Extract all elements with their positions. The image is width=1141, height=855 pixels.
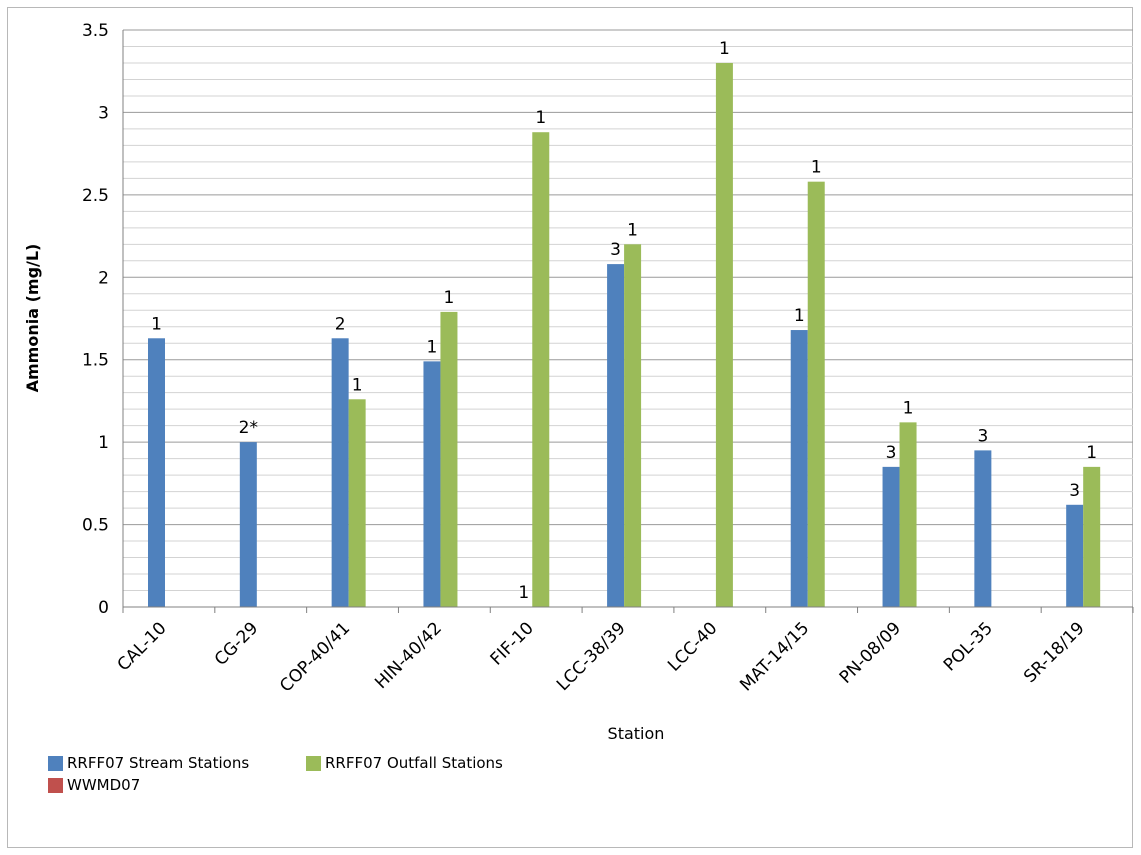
data-label: 3 xyxy=(886,443,897,463)
data-label: 1 xyxy=(1086,443,1097,463)
bar xyxy=(790,330,808,607)
legend: RRFF07 Stream Stations RRFF07 Outfall St… xyxy=(48,754,608,796)
x-tick-label: POL-35 xyxy=(940,618,997,675)
x-tick-label: CAL-10 xyxy=(114,618,171,675)
x-tick-label: HIN-40/42 xyxy=(371,618,446,693)
x-tick-label: SR-18/19 xyxy=(1020,618,1089,687)
data-label: 1 xyxy=(627,220,638,240)
bar xyxy=(1066,504,1084,607)
chart-frame xyxy=(7,7,1133,848)
legend-swatch-outfall xyxy=(306,755,321,771)
x-tick-label: FIF-10 xyxy=(487,618,538,669)
data-label: 1 xyxy=(811,158,822,178)
legend-item-outfall: RRFF07 Outfall Stations xyxy=(306,754,503,772)
bar xyxy=(348,399,366,607)
x-tick-label: MAT-14/15 xyxy=(736,618,813,695)
y-tick-label: 3.5 xyxy=(82,21,109,41)
y-tick-label: 3 xyxy=(98,103,109,123)
bar xyxy=(239,442,257,607)
bar xyxy=(624,244,642,608)
x-tick-label: COP-40/41 xyxy=(276,618,354,696)
y-tick-label: 1 xyxy=(98,433,109,453)
legend-swatch-stream xyxy=(48,755,63,771)
data-label: 1 xyxy=(719,39,730,59)
data-label: 3 xyxy=(977,426,988,446)
legend-label-outfall: RRFF07 Outfall Stations xyxy=(325,754,503,772)
bar xyxy=(331,338,349,607)
data-label: 1 xyxy=(151,314,162,334)
data-label: 1 xyxy=(444,288,455,308)
data-label: 1 xyxy=(903,398,914,418)
x-tick-label: LCC-40 xyxy=(664,618,721,675)
data-label: 3 xyxy=(610,240,621,260)
x-axis-title: Station xyxy=(608,724,665,743)
y-tick-label: 0.5 xyxy=(82,516,109,536)
data-label: 1 xyxy=(352,375,363,395)
bar xyxy=(882,466,900,607)
x-tick-label: CG-29 xyxy=(211,618,262,669)
bar xyxy=(423,361,441,607)
data-label: 3 xyxy=(1069,481,1080,501)
data-label: 1 xyxy=(427,337,438,357)
bar xyxy=(974,450,992,607)
bar xyxy=(607,264,625,607)
data-label: 1 xyxy=(794,306,805,326)
bar xyxy=(1083,466,1101,607)
y-axis-title: Ammonia (mg/L) xyxy=(23,244,42,393)
data-label: 1 xyxy=(535,108,546,128)
data-label: 2 xyxy=(335,314,346,334)
y-tick-label: 2.5 xyxy=(82,186,109,206)
legend-label-wwmd: WWMD07 xyxy=(67,776,141,794)
legend-swatch-wwmd xyxy=(48,777,63,793)
x-tick-label: PN-08/09 xyxy=(836,618,905,687)
bar xyxy=(148,338,165,607)
bar xyxy=(899,422,917,607)
bar xyxy=(715,62,733,607)
bar xyxy=(532,132,550,607)
legend-item-stream: RRFF07 Stream Stations xyxy=(48,754,249,772)
data-label: 1 xyxy=(518,583,529,603)
bars xyxy=(148,62,1101,608)
legend-item-wwmd: WWMD07 xyxy=(48,776,140,794)
bar xyxy=(440,311,458,607)
y-tick-label: 2 xyxy=(98,268,109,288)
x-tick-label: LCC-38/39 xyxy=(553,618,630,695)
data-label: 2* xyxy=(239,418,258,438)
bar xyxy=(807,181,825,607)
legend-label-stream: RRFF07 Stream Stations xyxy=(67,754,250,772)
y-tick-label: 1.5 xyxy=(82,351,109,371)
y-tick-label: 0 xyxy=(98,598,109,618)
